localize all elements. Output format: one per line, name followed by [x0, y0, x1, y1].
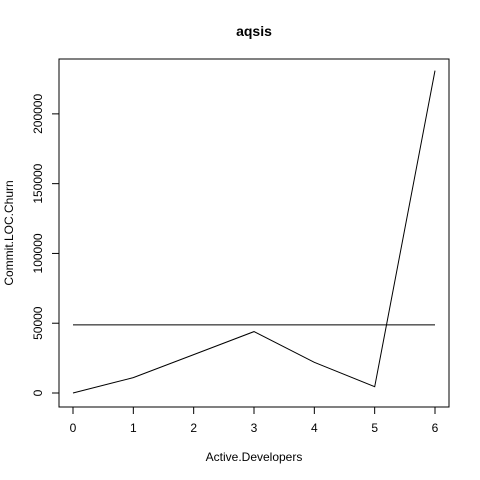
x-axis: 0 1 2 3 4 5 6: [70, 407, 439, 435]
y-axis: 0 50000 100000 150000 200000: [31, 94, 59, 396]
y-tick-label: 150000: [31, 163, 45, 203]
x-tick-label: 6: [432, 421, 439, 435]
x-tick-label: 1: [130, 421, 137, 435]
x-tick-label: 0: [70, 421, 77, 435]
x-tick-label: 2: [190, 421, 197, 435]
y-axis-label: Commit.LOC.Churn: [2, 180, 16, 285]
y-tick-label: 200000: [31, 94, 45, 134]
x-tick-label: 4: [311, 421, 318, 435]
y-tick-label: 50000: [31, 306, 45, 340]
y-tick-label: 0: [31, 389, 45, 396]
series-group: [72, 70, 436, 394]
x-tick-label: 5: [371, 421, 378, 435]
x-axis-label: Active.Developers: [206, 450, 303, 464]
series-line-1: [72, 70, 436, 394]
chart-title: aqsis: [236, 23, 272, 39]
y-tick-label: 100000: [31, 233, 45, 273]
x-tick-label: 3: [251, 421, 258, 435]
